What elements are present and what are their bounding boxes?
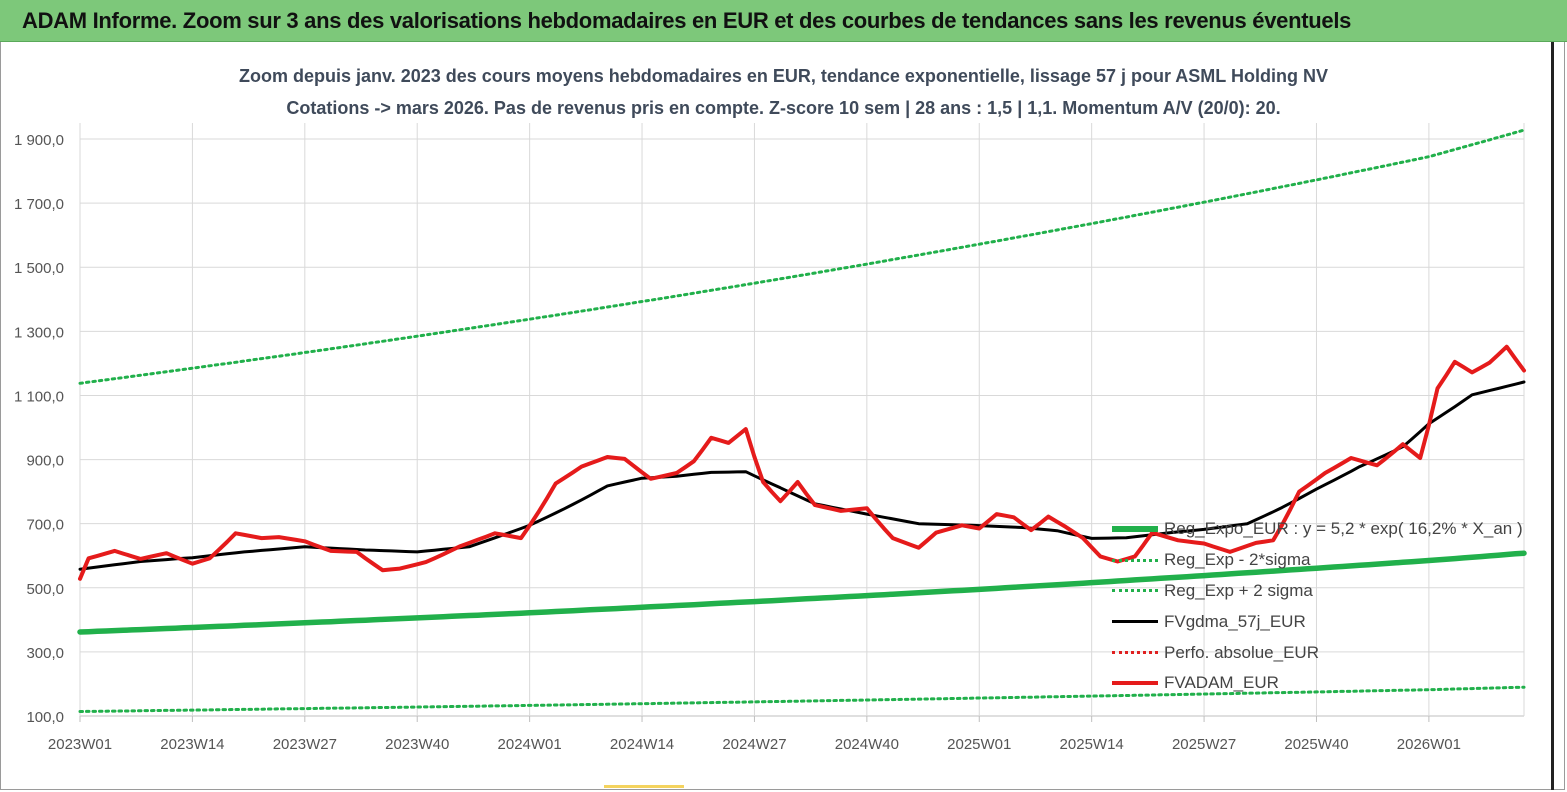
x-tick-label: 2025W40 <box>1284 736 1348 753</box>
x-tick-label: 2024W14 <box>610 736 674 753</box>
report-banner: ADAM Informe. Zoom sur 3 ans des valoris… <box>0 0 1567 42</box>
legend-item: Reg_Exp - 2*sigma <box>1112 545 1532 576</box>
legend-swatch <box>1112 674 1158 692</box>
chart-title-line-1: Zoom depuis janv. 2023 des cours moyens … <box>239 66 1328 86</box>
chart-frame <box>0 42 1565 790</box>
legend-label: Reg_Exp - 2*sigma <box>1164 550 1311 570</box>
legend-label: FVADAM_EUR <box>1164 673 1279 693</box>
x-tick-label: 2024W40 <box>835 736 899 753</box>
y-tick-label: 1 300,0 <box>14 324 64 341</box>
chart-legend: Reg_Expo_EUR : y = 5,2 * exp( 16,2% * X_… <box>1112 514 1532 699</box>
legend-label: Reg_Exp + 2 sigma <box>1164 580 1313 600</box>
legend-label: Perfo. absolue_EUR <box>1164 642 1319 662</box>
legend-swatch <box>1112 551 1158 569</box>
legend-item: Perfo. absolue_EUR <box>1112 637 1532 668</box>
series-line-0 <box>77 550 1527 635</box>
legend-swatch <box>1112 613 1158 631</box>
legend-label: FVgdma_57j_EUR <box>1164 611 1306 631</box>
y-tick-label: 100,0 <box>26 709 64 726</box>
legend-swatch <box>1112 644 1158 662</box>
legend-label: Reg_Expo_EUR : y = 5,2 * exp( 16,2% * X_… <box>1164 519 1523 539</box>
legend-item: FVgdma_57j_EUR <box>1112 606 1532 637</box>
y-tick-label: 300,0 <box>26 645 64 662</box>
bottom-accent-mark <box>604 785 684 788</box>
x-tick-label: 2024W01 <box>498 736 562 753</box>
x-tick-label: 2025W14 <box>1060 736 1124 753</box>
x-tick-label: 2023W14 <box>160 736 224 753</box>
x-tick-label: 2023W01 <box>48 736 112 753</box>
y-tick-label: 900,0 <box>26 453 64 470</box>
x-tick-label: 2024W27 <box>722 736 786 753</box>
y-tick-label: 1 700,0 <box>14 196 64 213</box>
report-title: ADAM Informe. Zoom sur 3 ans des valoris… <box>22 8 1352 33</box>
x-tick-label: 2025W27 <box>1172 736 1236 753</box>
legend-item: FVADAM_EUR <box>1112 668 1532 699</box>
chart-title-line-2: Cotations -> mars 2026. Pas de revenus p… <box>286 98 1281 118</box>
x-tick-label: 2023W27 <box>273 736 337 753</box>
y-tick-label: 1 900,0 <box>14 132 64 149</box>
series-line-5 <box>78 344 1526 581</box>
legend-item: Reg_Expo_EUR : y = 5,2 * exp( 16,2% * X_… <box>1112 514 1532 545</box>
y-tick-label: 1 100,0 <box>14 388 64 405</box>
series-line-2 <box>78 128 1526 385</box>
x-tick-label: 2026W01 <box>1397 736 1461 753</box>
x-tick-label: 2023W40 <box>385 736 449 753</box>
frame-right-edge <box>1551 42 1554 790</box>
y-tick-label: 1 500,0 <box>14 260 64 277</box>
y-tick-label: 500,0 <box>26 581 64 598</box>
series-line-1 <box>78 685 1526 713</box>
y-tick-label: 700,0 <box>26 517 64 534</box>
legend-swatch <box>1112 582 1158 600</box>
legend-item: Reg_Exp + 2 sigma <box>1112 576 1532 607</box>
legend-swatch <box>1112 520 1158 538</box>
x-tick-label: 2025W01 <box>947 736 1011 753</box>
